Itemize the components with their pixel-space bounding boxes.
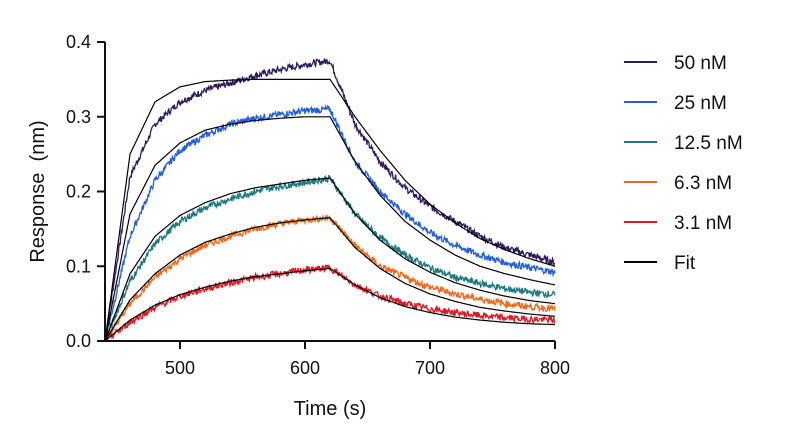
fit-curve — [104, 267, 556, 342]
y-tick-label: 0.4 — [66, 32, 91, 52]
fit-curve — [104, 78, 556, 342]
plot-area — [104, 58, 556, 342]
y-ticks: 0.0 0.1 0.2 0.3 0.4 — [66, 32, 105, 351]
legend-label: Fit — [674, 253, 696, 274]
fit-curve — [104, 217, 556, 342]
x-tick-label: 700 — [415, 358, 445, 378]
legend-label: 12.5 nM — [674, 133, 743, 154]
y-tick-label: 0.3 — [66, 107, 91, 127]
legend: 50 nM 25 nM 12.5 nM 6.3 nM 3.1 nM Fit — [624, 53, 743, 274]
y-tick-label: 0.1 — [66, 256, 91, 276]
legend-label: 6.3 nM — [674, 173, 732, 194]
series-line-25-nm — [104, 104, 556, 342]
axes: 500 600 700 800 0.0 0.1 0.2 0.3 0.4 — [66, 32, 570, 378]
y-tick-label: 0.2 — [66, 182, 91, 202]
x-ticks: 500 600 700 800 — [165, 341, 570, 378]
series-line-3-1-nm — [104, 263, 556, 342]
legend-label: 3.1 nM — [674, 213, 732, 234]
y-tick-label: 0.0 — [66, 331, 91, 351]
x-tick-label: 800 — [540, 358, 570, 378]
series-line-50-nm — [104, 58, 556, 342]
x-tick-label: 500 — [165, 358, 195, 378]
y-axis-title: Response (nm) — [27, 120, 49, 262]
x-axis-title: Time (s) — [294, 398, 367, 420]
series-line-6-3-nm — [104, 213, 556, 342]
legend-label: 25 nM — [674, 93, 727, 114]
legend-label: 50 nM — [674, 53, 727, 74]
series-line-12-5-nm — [104, 174, 556, 342]
fit-curve — [104, 116, 556, 342]
fit-curve — [104, 177, 556, 342]
x-tick-label: 600 — [290, 358, 320, 378]
